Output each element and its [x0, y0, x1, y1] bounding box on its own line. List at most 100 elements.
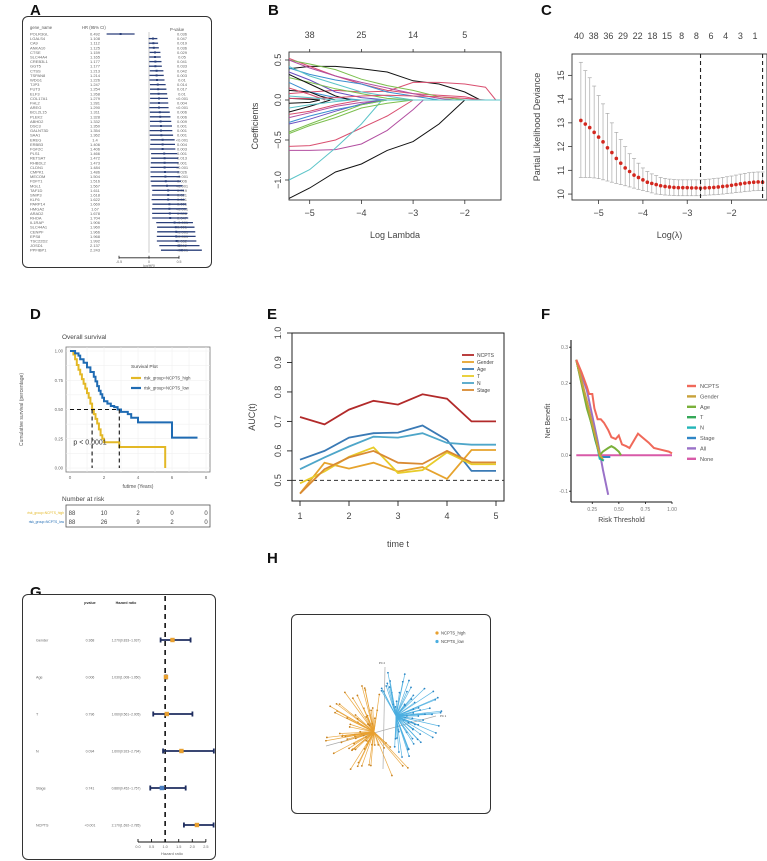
gene-name: RHOA: [30, 216, 42, 221]
gene-name: IL1RAP: [30, 220, 44, 225]
sample-ray-high: [351, 731, 375, 751]
deviance-point: [725, 184, 729, 188]
y-tick-label: 0.3: [561, 345, 568, 351]
x-tick-label: −3: [682, 208, 692, 218]
coefficient-path: [288, 99, 331, 113]
hr-point: [167, 198, 170, 201]
hr-point: [160, 129, 162, 132]
coefficient-path: [288, 99, 414, 135]
coefficient-path: [288, 95, 501, 101]
sample-point-low: [422, 719, 424, 721]
sample-ray-low: [395, 715, 433, 738]
gene-name: PLS1: [30, 151, 41, 156]
sample-point-low: [407, 747, 410, 750]
x-tick-label: 2: [346, 511, 351, 521]
variable-label: Age: [36, 675, 43, 679]
deviance-point: [720, 184, 725, 189]
net-benefit-curve: [575, 359, 673, 455]
deviance-point: [756, 180, 760, 184]
hr-value: 1.406: [90, 142, 101, 147]
hr-point: [179, 748, 184, 754]
legend-label: Age: [700, 405, 710, 411]
panel-label-h: H: [267, 550, 278, 567]
x-axis-label: futime (Years): [123, 484, 154, 490]
x-tick-label: −5: [593, 208, 603, 218]
hr-point: [155, 74, 158, 77]
sample-point-high: [377, 743, 380, 746]
risk-table-frame: [65, 504, 211, 528]
y-tick-label: −1.0: [273, 171, 283, 189]
y-tick-label: −0.5: [273, 131, 283, 149]
coefficient-path: [288, 99, 352, 109]
hr-value: 1.350: [90, 124, 101, 129]
auc-line: [299, 449, 496, 495]
hr-point: [164, 180, 167, 183]
gene-name: CREB3L1: [30, 59, 49, 64]
risk-count: 26: [101, 520, 108, 526]
legend-label: None: [700, 457, 713, 463]
sample-ray-high: [361, 731, 375, 766]
sample-point-high: [348, 726, 351, 728]
hr-point: [194, 822, 200, 828]
sample-ray-low: [395, 715, 400, 732]
deviance-point: [614, 156, 619, 161]
p-value: 0.009: [177, 119, 188, 124]
x-tick-label: 0.5: [149, 845, 154, 849]
sample-point-high: [340, 741, 343, 744]
legend-label: Age: [477, 367, 486, 373]
x-tick-label: 0.0: [135, 845, 140, 849]
x-tick-label: 2: [103, 475, 106, 480]
hr-point: [152, 46, 155, 49]
coefficient-path: [288, 77, 414, 101]
sample-ray-low: [395, 688, 425, 717]
hr-value: 1.504: [90, 174, 101, 179]
sample-ray-high: [329, 705, 375, 733]
top-tick-label: 14: [408, 30, 418, 40]
auc-line: [299, 393, 496, 426]
sample-point-low: [387, 671, 389, 674]
hr-text: 0.880(0.452~1.757): [112, 786, 141, 790]
legend-title: Survival Plot: [131, 364, 158, 370]
sample-point-high: [373, 744, 376, 746]
panel-label-c: C: [541, 2, 552, 19]
sample-point-low: [412, 712, 415, 714]
sample-point-high: [369, 764, 372, 767]
legend-label: T: [477, 374, 480, 380]
y-tick-label: 0.00: [55, 466, 64, 471]
sample-point-high: [332, 752, 335, 755]
hr-value: 1.177: [90, 59, 101, 64]
gene-name: PARP14: [30, 202, 46, 207]
sample-point-high: [334, 711, 336, 714]
p-value: 0.006: [177, 114, 188, 119]
sample-point-high: [368, 763, 370, 766]
y-tick-label: 0.1: [561, 417, 568, 423]
gene-name: CTSS: [30, 68, 41, 73]
gene-name: MGL1: [30, 183, 42, 188]
top-tick-label: 8: [694, 31, 699, 41]
top-tick-label: 8: [679, 31, 684, 41]
hr-point: [175, 235, 178, 238]
sample-point-low: [431, 713, 433, 716]
deviance-point: [645, 180, 650, 184]
hr-point: [159, 120, 162, 123]
hr-point: [170, 637, 175, 643]
x-tick-label: −4: [638, 208, 648, 218]
coefficient-path: [288, 59, 465, 101]
hr-value: 1.618: [90, 193, 101, 198]
gene-name: FHL2: [30, 101, 41, 106]
deviance-point: [751, 180, 756, 184]
gene-name: WDG1: [30, 78, 43, 83]
sample-point-high: [354, 714, 357, 716]
top-tick-label: 5: [462, 30, 467, 40]
hr-value: 1.112: [90, 41, 100, 46]
y-tick-label: 1.00: [55, 349, 64, 354]
risk-count: 0: [204, 511, 208, 517]
sample-ray-high: [369, 725, 375, 733]
sample-point-low: [428, 707, 431, 710]
hr-value: 1.484: [90, 165, 101, 170]
coefficient-path: [288, 99, 362, 115]
hr-point: [161, 138, 164, 141]
column-header-gene: gene_name: [30, 25, 53, 30]
hr-value: 1.268: [90, 91, 101, 96]
sample-point-high: [343, 691, 346, 694]
